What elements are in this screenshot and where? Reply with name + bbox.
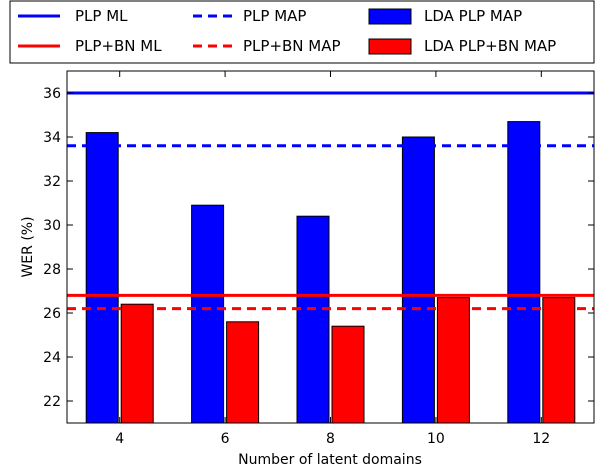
- bar-lda-plp-map-4: [85, 132, 119, 424]
- x-tick-label: 4: [115, 431, 124, 447]
- legend-label-plp-map: PLP MAP: [243, 7, 306, 25]
- y-tick-label: 28: [43, 262, 61, 278]
- y-tick-label: 26: [43, 306, 61, 322]
- legend: PLP ML PLP MAP LDA PLP MAP PLP+BN ML PLP…: [9, 0, 595, 64]
- legend-swatch-lda-plpbn-map: [368, 38, 412, 55]
- bar-layer: [85, 121, 576, 424]
- y-tick-label: 32: [43, 174, 61, 190]
- legend-label-lda-plp-map: LDA PLP MAP: [424, 7, 522, 25]
- x-tick-label: 10: [427, 431, 445, 447]
- x-axis-label: Number of latent domains: [238, 452, 422, 468]
- plot-frame: [66, 70, 595, 424]
- legend-label-plpbn-map: PLP+BN MAP: [243, 37, 341, 55]
- bar-lda-plpbn-map-4: [120, 303, 154, 424]
- y-tick-label: 36: [43, 86, 61, 102]
- legend-label-plp-ml: PLP ML: [75, 7, 128, 25]
- bar-lda-plpbn-map-10: [436, 297, 470, 424]
- reference-line-layer: [67, 91, 594, 311]
- y-axis-label: WER (%): [20, 216, 36, 277]
- y-tick-label: 22: [43, 394, 61, 410]
- x-axis-ticks: 4 6 8 10 12: [115, 71, 550, 447]
- y-tick-label: 34: [43, 130, 61, 146]
- x-tick-label: 6: [221, 431, 230, 447]
- x-tick-label: 12: [532, 431, 550, 447]
- legend-frame: [9, 0, 595, 64]
- bar-lda-plpbn-map-6: [226, 321, 260, 424]
- bar-lda-plp-map-12: [507, 121, 541, 424]
- bar-lda-plp-map-6: [191, 204, 225, 424]
- y-tick-label: 30: [43, 218, 61, 234]
- y-axis-ticks: 22 24 26 28 30 32 34 36: [43, 86, 594, 410]
- bar-lda-plpbn-map-8: [331, 325, 365, 424]
- legend-label-plpbn-ml: PLP+BN ML: [75, 37, 162, 55]
- bar-lda-plp-map-10: [401, 136, 435, 424]
- bar-lda-plpbn-map-12: [542, 297, 576, 424]
- x-tick-label: 8: [326, 431, 335, 447]
- legend-label-lda-plpbn-map: LDA PLP+BN MAP: [424, 37, 556, 55]
- legend-swatch-lda-plp-map: [368, 8, 412, 25]
- y-tick-label: 24: [43, 350, 61, 366]
- bar-lda-plp-map-8: [296, 215, 330, 424]
